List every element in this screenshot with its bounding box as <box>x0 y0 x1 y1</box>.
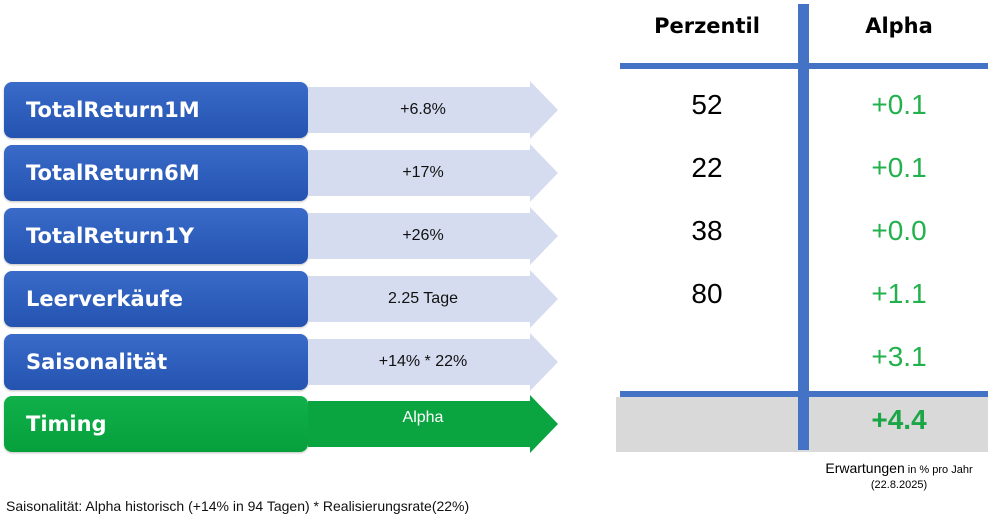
alpha-value: +0.1 <box>871 152 927 183</box>
arrow-shape <box>308 144 558 202</box>
factor-value: 2.25 Tage <box>388 290 458 307</box>
factor-label: TotalReturn6M <box>4 145 308 201</box>
timing-label: Timing <box>4 396 308 452</box>
alpha-value: +0.1 <box>871 89 927 120</box>
factor-label: TotalReturn1M <box>4 82 308 138</box>
factor-row-totalreturn1m: TotalReturn1M +6.8% <box>4 81 564 139</box>
timing-value: Alpha <box>402 409 444 426</box>
arrow-shape <box>308 81 558 139</box>
column-header-percentile: Perzentil <box>654 14 760 38</box>
factor-value: +26% <box>402 227 444 244</box>
column-header-alpha: Alpha <box>865 14 933 38</box>
factor-row-saisonalitaet: Saisonalität +14% * 22% <box>4 333 564 391</box>
alpha-total: +4.4 <box>871 404 927 435</box>
factor-row-totalreturn6m: TotalReturn6M +17% <box>4 144 564 202</box>
arrow-shape <box>308 395 558 453</box>
factor-value: +14% * 22% <box>378 353 468 370</box>
timing-row: Timing Alpha <box>4 395 564 453</box>
note-date: (22.8.2025) <box>870 479 928 491</box>
factor-label: Leerverkäufe <box>4 271 308 327</box>
expectation-note: Erwartungen in % pro Jahr <box>810 460 988 478</box>
arrow-shape <box>308 270 558 328</box>
footnote: Saisonalität: Alpha historisch (+14% in … <box>6 498 470 514</box>
factor-value: +6.8% <box>400 101 446 118</box>
percentile-value: 38 <box>691 215 723 246</box>
factor-row-totalreturn1y: TotalReturn1Y +26% <box>4 207 564 265</box>
alpha-value: +0.0 <box>871 215 927 246</box>
percentile-value: 80 <box>691 278 723 309</box>
percentile-value: 22 <box>691 152 723 183</box>
note-main: Erwartungen <box>825 460 905 476</box>
column-divider <box>798 4 809 450</box>
alpha-value: +1.1 <box>871 278 927 309</box>
arrow-shape <box>308 333 558 391</box>
percentile-value: 52 <box>691 89 723 120</box>
factor-label: TotalReturn1Y <box>4 208 308 264</box>
note-small: in % pro Jahr <box>904 464 973 476</box>
factor-value: +17% <box>402 164 444 181</box>
alpha-value: +3.1 <box>871 341 927 372</box>
arrow-shape <box>308 207 558 265</box>
factor-row-leerverkaeufe: Leerverkäufe 2.25 Tage <box>4 270 564 328</box>
factor-label: Saisonalität <box>4 334 308 390</box>
